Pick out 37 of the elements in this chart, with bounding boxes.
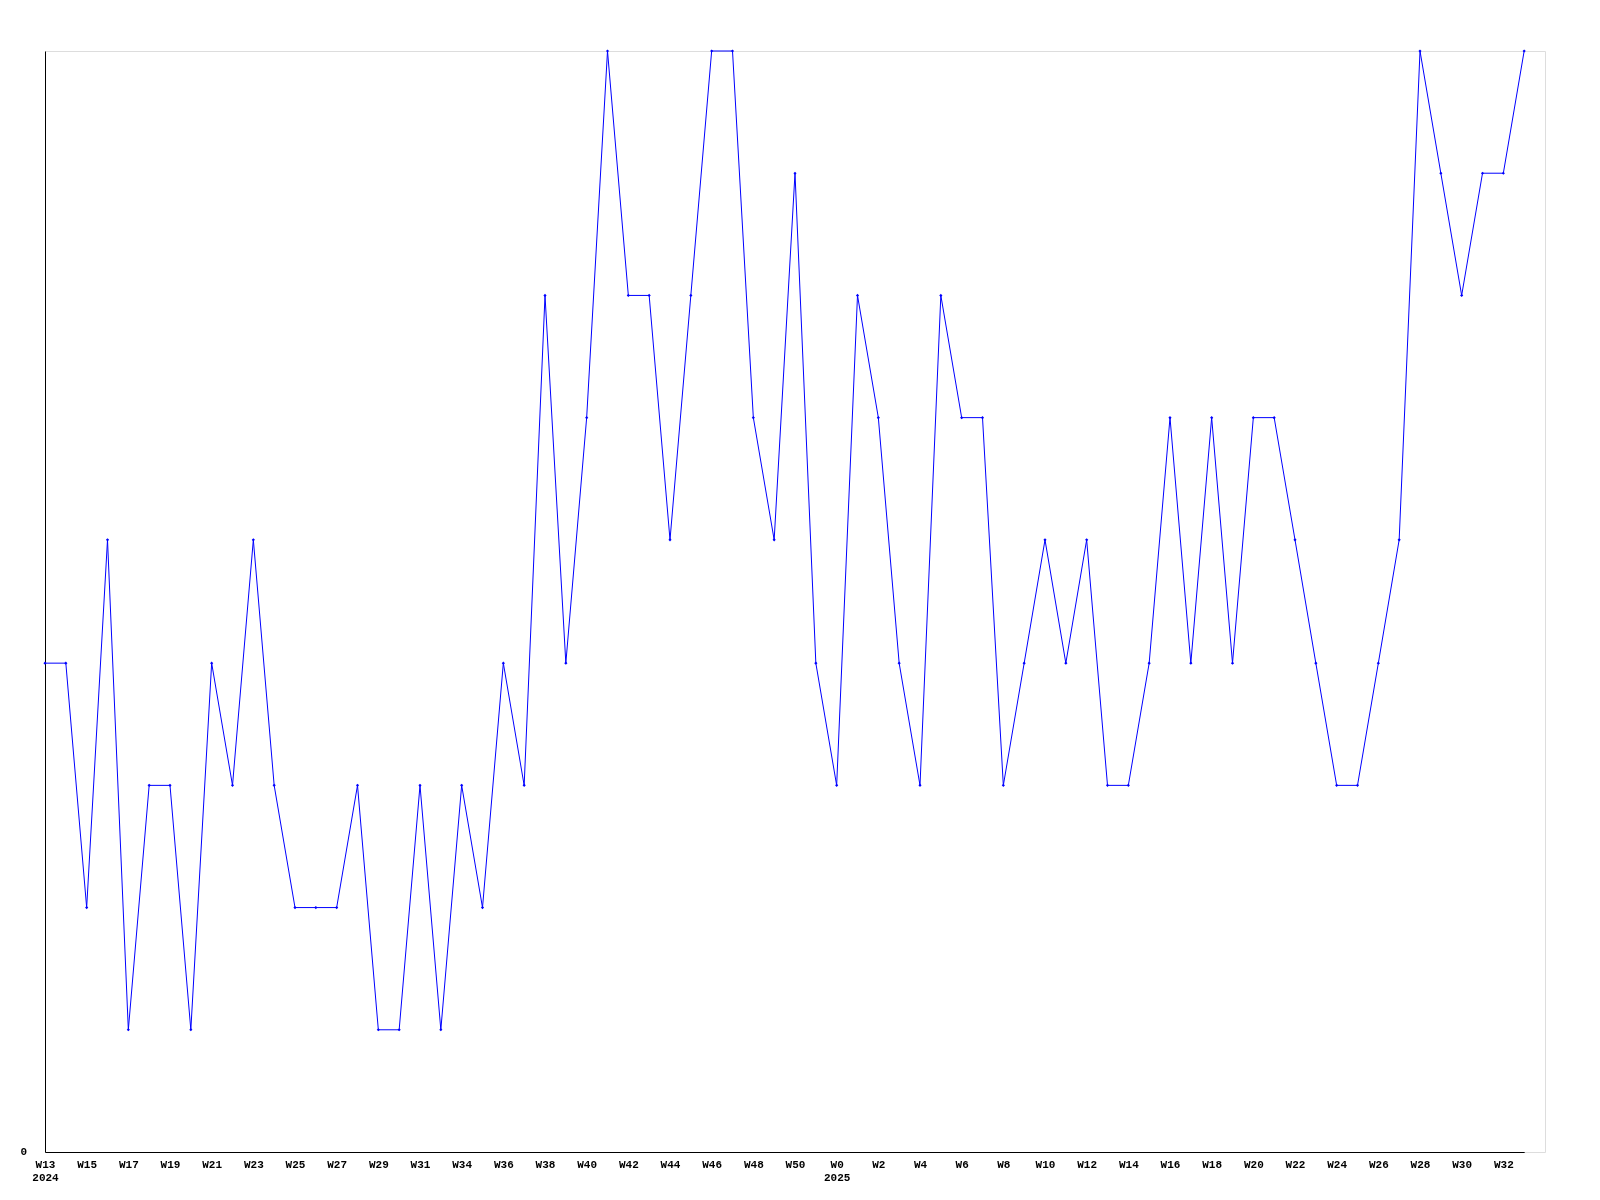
x-tick-label: W38 (535, 1158, 556, 1171)
x-tick-label: W10 (1035, 1158, 1056, 1171)
x-tick-label: W34 (452, 1158, 473, 1171)
x-tick-label: W48 (743, 1158, 765, 1171)
x-tick-label: W26 (1368, 1158, 1389, 1171)
x-tick-label: W23 (243, 1158, 265, 1171)
x-tick-label: W29 (368, 1158, 389, 1171)
x-tick-label: W2 (872, 1158, 886, 1171)
x-tick-label: W30 (1452, 1158, 1473, 1171)
x-tick-label: W22 (1285, 1158, 1306, 1171)
x-tick-label: W15 (77, 1158, 98, 1171)
x-tick-label: W20 (1243, 1158, 1264, 1171)
x-tick-label: W14 (1118, 1158, 1140, 1171)
text: 0 (20, 1146, 27, 1158)
x-tick-label: W18 (1202, 1158, 1223, 1171)
x-tick-label: W0 2025 (823, 1158, 851, 1184)
x-tick-label: W16 (1160, 1158, 1181, 1171)
x-tick-label: W24 (1327, 1158, 1348, 1171)
x-tick-label: W42 (618, 1158, 639, 1171)
x-tick-label: W12 (1077, 1158, 1098, 1171)
x-tick-label: W6 (955, 1158, 969, 1171)
x-tick-label: W25 (285, 1158, 306, 1171)
x-tick-label: W21 (202, 1158, 223, 1171)
x-tick-label: W46 (702, 1158, 723, 1171)
x-tick-label: W31 (410, 1158, 431, 1171)
x-tick-label: W32 (1493, 1158, 1514, 1171)
x-tick-label: W44 (660, 1158, 681, 1171)
x-tick-label: W19 (160, 1158, 181, 1171)
x-tick-label: W8 (997, 1158, 1011, 1171)
x-tick-label: W13 2024 (32, 1158, 60, 1184)
x-tick-label: W50 (785, 1158, 806, 1171)
x-tick-label: W4 (913, 1158, 928, 1171)
x-tick-label: W17 (118, 1158, 139, 1171)
x-tick-label: W28 (1410, 1158, 1431, 1171)
x-tick-label: W27 (327, 1158, 348, 1171)
x-tick-label: W36 (493, 1158, 514, 1171)
x-tick-label: W40 (577, 1158, 598, 1171)
